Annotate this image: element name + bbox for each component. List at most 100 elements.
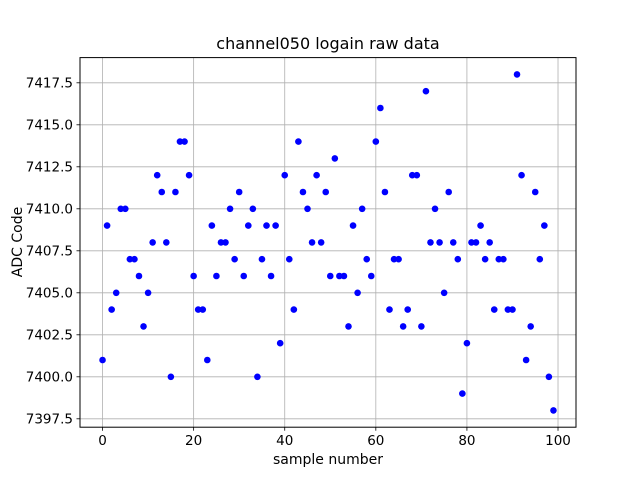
data-point — [550, 407, 557, 414]
data-point — [235, 188, 243, 196]
data-point — [541, 222, 548, 229]
data-point — [427, 239, 434, 246]
data-point — [313, 171, 320, 179]
x-tick-label: 40 — [276, 433, 293, 449]
chart-title: channel050 logain raw data — [216, 34, 439, 53]
data-point — [422, 87, 430, 95]
data-point — [158, 188, 166, 196]
data-point — [404, 306, 412, 313]
grid-layer — [80, 57, 576, 428]
data-point — [240, 272, 248, 280]
data-point — [185, 171, 193, 179]
data-point — [518, 171, 525, 179]
data-point — [226, 205, 234, 213]
y-tick-label: 7412.5 — [26, 160, 73, 176]
data-point — [358, 205, 366, 213]
data-point — [135, 272, 143, 280]
data-point — [527, 323, 534, 330]
data-point — [431, 205, 439, 213]
data-point — [117, 205, 125, 213]
data-point — [349, 222, 357, 229]
data-point — [267, 272, 275, 280]
data-point — [112, 289, 120, 297]
data-point — [500, 255, 507, 263]
data-point — [477, 222, 484, 229]
data-point — [322, 188, 330, 196]
y-tick-label: 7405.0 — [26, 286, 73, 302]
data-point — [295, 138, 302, 145]
data-point — [308, 239, 316, 246]
data-point — [244, 222, 252, 229]
data-point — [449, 239, 457, 246]
data-point — [504, 306, 512, 313]
data-point — [190, 272, 197, 280]
data-point — [276, 339, 284, 347]
data-point — [204, 356, 211, 364]
y-axis-label: ADC Code — [10, 207, 26, 277]
x-tick-label: 0 — [98, 433, 107, 449]
data-point — [395, 255, 402, 263]
data-point — [495, 255, 503, 263]
x-tick-label: 20 — [185, 433, 202, 449]
data-point — [509, 306, 516, 313]
data-point — [317, 239, 325, 246]
data-point — [399, 323, 407, 330]
data-point — [194, 306, 202, 313]
data-point — [108, 306, 115, 313]
y-tick-label: 7402.5 — [26, 328, 73, 344]
data-point — [140, 323, 147, 330]
data-point — [199, 306, 207, 313]
data-point — [208, 222, 216, 229]
data-point — [222, 239, 229, 246]
x-tick-label: 80 — [458, 433, 475, 449]
data-point — [167, 373, 175, 381]
y-tick-label: 7415.0 — [26, 118, 73, 134]
data-point — [290, 306, 298, 313]
data-point — [213, 272, 220, 280]
y-tick-label: 7417.5 — [26, 76, 73, 92]
y-tick-label: 7410.0 — [26, 202, 73, 218]
data-point — [472, 239, 480, 246]
data-point — [536, 255, 544, 263]
data-point — [99, 356, 106, 364]
y-tick-label: 7397.5 — [26, 412, 73, 428]
data-point — [377, 104, 384, 112]
data-point — [163, 239, 170, 246]
data-point — [486, 239, 493, 246]
data-point — [153, 171, 161, 179]
data-point — [176, 138, 184, 145]
data-point — [281, 171, 289, 179]
data-point — [413, 171, 421, 179]
data-point — [418, 323, 425, 330]
data-point — [304, 205, 311, 213]
data-point — [149, 239, 156, 246]
data-point — [299, 188, 307, 196]
data-point — [258, 255, 266, 263]
x-tick-label: 60 — [367, 433, 384, 449]
data-point — [381, 188, 389, 196]
axes-frame — [79, 57, 577, 428]
data-point — [545, 373, 553, 381]
data-point — [481, 255, 489, 263]
data-point — [372, 138, 380, 145]
data-point — [285, 255, 293, 263]
data-point — [390, 255, 398, 263]
data-point — [490, 306, 498, 313]
data-point — [522, 356, 530, 364]
data-point — [122, 205, 129, 213]
data-point — [131, 255, 138, 263]
data-point — [386, 306, 393, 313]
data-points-layer — [99, 71, 557, 414]
data-point — [468, 239, 475, 246]
data-point — [126, 255, 134, 263]
data-point — [144, 289, 152, 297]
data-point — [440, 289, 448, 297]
data-point — [459, 390, 466, 397]
data-point — [445, 188, 452, 196]
data-point — [272, 222, 279, 229]
data-point — [436, 239, 443, 246]
data-point — [336, 272, 343, 280]
data-point — [331, 155, 339, 162]
